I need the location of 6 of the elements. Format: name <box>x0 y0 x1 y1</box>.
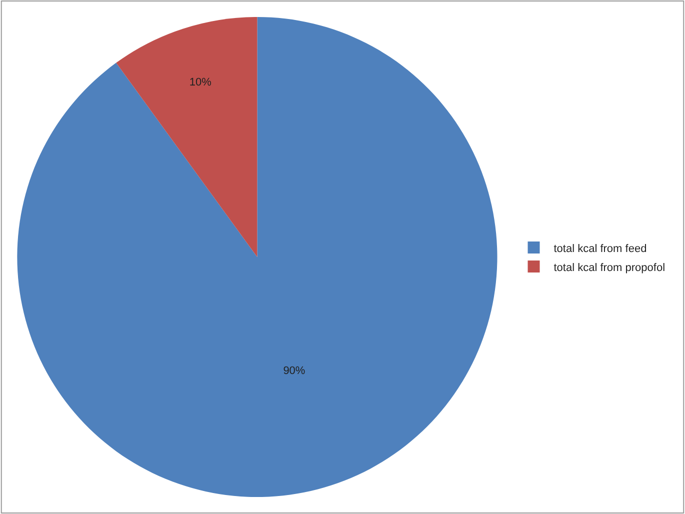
legend-label: total kcal from feed <box>554 242 647 255</box>
pie-slice <box>17 16 498 497</box>
data-label: 90% <box>283 365 306 378</box>
data-label: 10% <box>189 76 212 89</box>
legend-label: total kcal from propofol <box>554 262 666 274</box>
pie-slice <box>116 16 258 257</box>
